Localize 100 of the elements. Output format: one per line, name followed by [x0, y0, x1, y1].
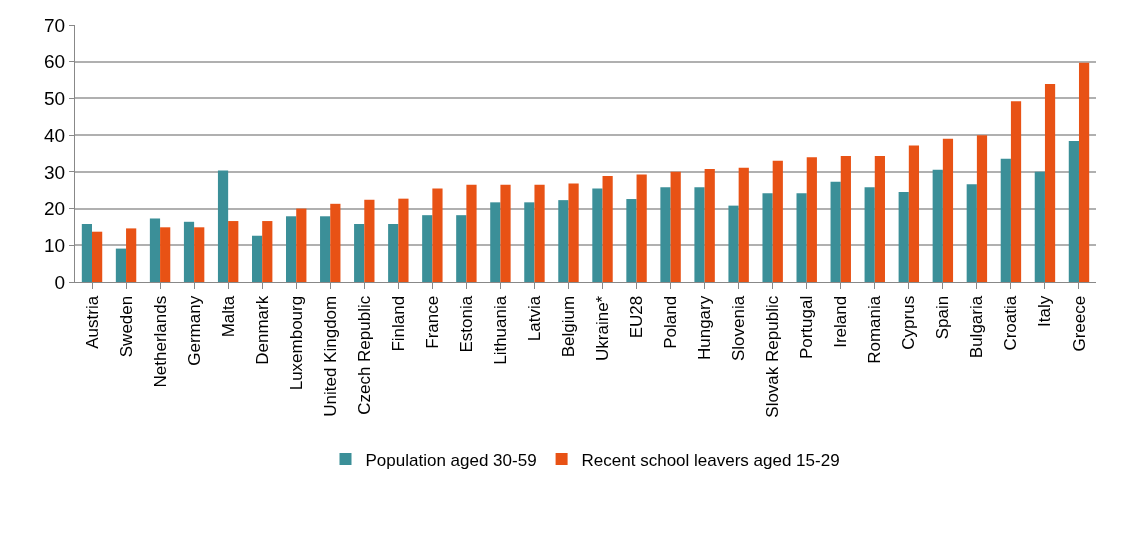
- x-tick-label: Slovenia: [729, 295, 749, 362]
- bar: [874, 156, 885, 282]
- bar: [728, 205, 739, 282]
- bar: [932, 169, 943, 282]
- bar: [217, 170, 229, 282]
- x-tick-label: Slovak Republic: [763, 295, 783, 418]
- x-tick-label: Romania: [865, 295, 885, 364]
- bar: [976, 135, 988, 282]
- bar: [228, 221, 239, 282]
- bar: [806, 157, 817, 282]
- x-tick-label: Latvia: [524, 295, 544, 342]
- legend-label: Recent school leavers aged 15-29: [581, 450, 840, 470]
- bar: [330, 203, 341, 282]
- bar: [1034, 171, 1045, 282]
- x-tick-label: Austria: [82, 295, 102, 349]
- bar: [251, 235, 263, 282]
- bar: [840, 156, 851, 282]
- y-tick-label: 30: [44, 161, 66, 183]
- x-tick-label: Bulgaria: [967, 295, 987, 359]
- bar: [364, 199, 375, 282]
- bar: [81, 223, 93, 282]
- bar: [500, 184, 511, 282]
- y-tick-label: 10: [44, 234, 66, 256]
- bar: [796, 193, 807, 282]
- x-tick-label: Croatia: [1001, 295, 1021, 351]
- y-tick-label: 0: [54, 271, 66, 293]
- bar: [864, 187, 875, 282]
- bar: [704, 168, 715, 282]
- bar: [762, 193, 773, 282]
- bar: [296, 208, 307, 282]
- bar: [354, 223, 365, 282]
- bar: [115, 248, 127, 282]
- bar: [694, 187, 705, 282]
- bar: [898, 192, 909, 282]
- bar: [194, 227, 205, 282]
- x-tick-label: Spain: [933, 295, 953, 340]
- x-tick-label: EU28: [627, 295, 647, 339]
- x-tick-label: Portugal: [797, 295, 817, 360]
- bar: [160, 227, 171, 282]
- bar: [738, 167, 749, 282]
- bar: [1000, 158, 1011, 282]
- x-tick-label: Italy: [1035, 295, 1055, 327]
- x-tick-label: Lithuania: [490, 295, 510, 365]
- bar: [149, 218, 161, 282]
- bar: [1010, 101, 1022, 282]
- bar: [908, 145, 920, 282]
- bar: [524, 202, 535, 282]
- x-tick-label: Luxembourg: [286, 295, 306, 391]
- bar: [490, 202, 501, 282]
- bar: [262, 221, 273, 282]
- bar: [398, 198, 409, 282]
- x-tick-label: Ireland: [831, 295, 851, 348]
- x-tick-label: Sweden: [116, 295, 136, 358]
- bar: [558, 200, 569, 282]
- bar: [670, 171, 681, 282]
- bar: [626, 199, 637, 282]
- bar: [388, 223, 399, 282]
- bar: [1068, 141, 1079, 282]
- bar: [772, 160, 783, 282]
- bar: [456, 215, 467, 282]
- bar: [602, 175, 613, 282]
- y-tick-label: 50: [44, 88, 66, 110]
- bar: [1044, 84, 1056, 282]
- bar: [422, 215, 433, 282]
- bar: [660, 187, 671, 282]
- y-tick-label: 60: [44, 51, 66, 73]
- bar: [320, 216, 331, 282]
- x-tick-label: Finland: [388, 295, 408, 352]
- x-tick-label: Germany: [184, 295, 204, 366]
- bar: [830, 181, 841, 282]
- bar: [568, 183, 579, 282]
- x-tick-label: Poland: [661, 295, 681, 349]
- x-tick-label: United Kingdom: [320, 295, 340, 417]
- x-tick-label: Ukraine*: [593, 295, 613, 361]
- x-tick-label: Czech Republic: [354, 295, 374, 415]
- bar: [432, 188, 443, 282]
- x-tick-label: Malta: [218, 295, 238, 338]
- x-tick-label: Belgium: [559, 295, 579, 358]
- bar: [966, 184, 977, 282]
- y-tick-label: 20: [44, 198, 66, 220]
- x-tick-label: France: [422, 295, 442, 349]
- x-tick-label: Greece: [1069, 295, 1089, 352]
- bar: [636, 174, 647, 282]
- bar: [92, 231, 103, 282]
- y-tick-label: 70: [44, 14, 66, 36]
- bar: [126, 228, 137, 282]
- bar: [1078, 62, 1090, 282]
- bar: [942, 138, 954, 282]
- x-tick-label: Estonia: [456, 295, 476, 353]
- x-tick-label: Cyprus: [899, 295, 919, 350]
- x-tick-label: Netherlands: [150, 295, 170, 388]
- bar: [466, 184, 477, 282]
- x-tick-label: Denmark: [252, 295, 272, 365]
- bar: [534, 184, 545, 282]
- bar: [286, 216, 297, 282]
- legend-label: Population aged 30-59: [365, 450, 537, 470]
- bar: [183, 221, 195, 282]
- bar: [592, 188, 603, 282]
- x-tick-label: Hungary: [695, 295, 715, 361]
- y-tick-label: 40: [44, 124, 66, 146]
